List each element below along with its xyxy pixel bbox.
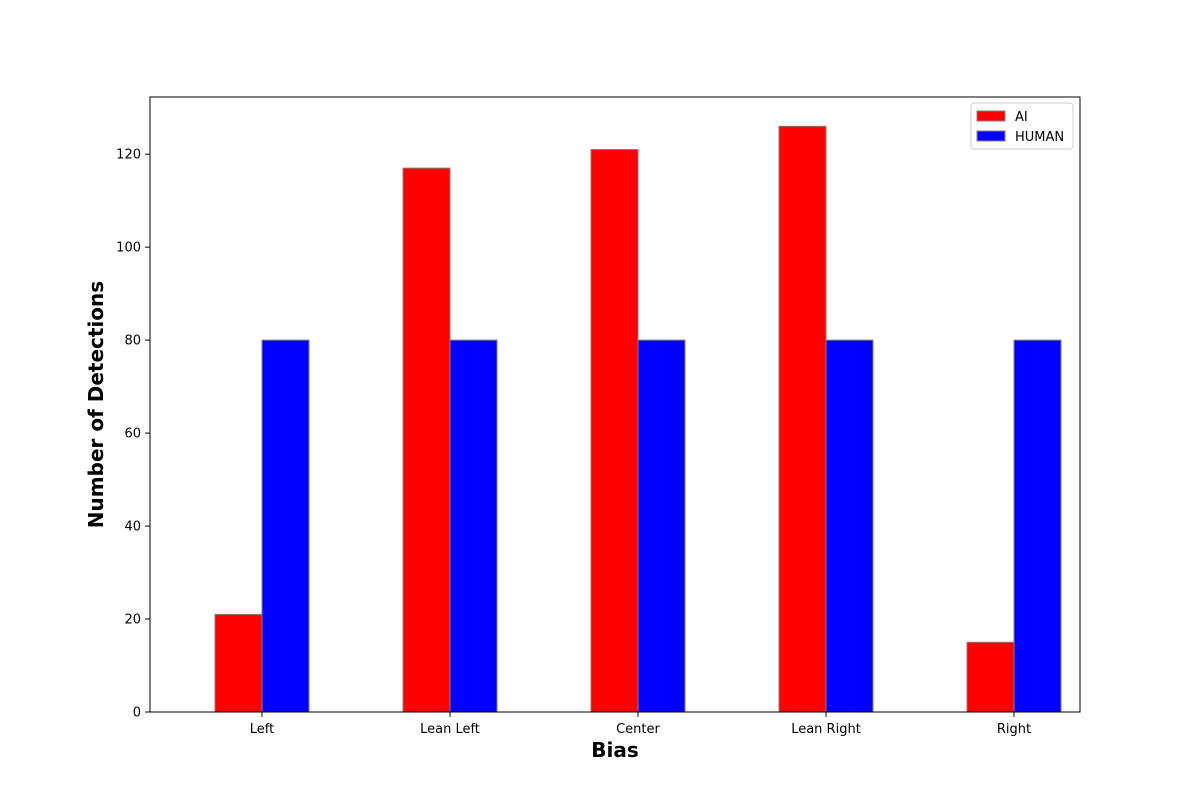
x-tick-label: Center	[616, 722, 660, 737]
bar-ai-left	[214, 613, 263, 713]
x-tick-label: Lean Left	[420, 722, 480, 737]
bar-human-lean-left	[449, 339, 498, 713]
legend-swatch-human	[976, 130, 1006, 142]
y-tick-label: 40	[124, 520, 141, 535]
legend: AI HUMAN	[970, 102, 1074, 150]
x-axis: Left Lean Left Center Lean Right Right	[250, 712, 1031, 737]
x-tick-label: Lean Right	[791, 722, 861, 737]
y-tick-label: 80	[124, 334, 141, 349]
y-axis-title: Number of Detections	[84, 281, 108, 528]
plot-area-frame	[149, 96, 1081, 713]
bar-human-lean-right	[825, 339, 874, 713]
bar-ai-lean-right	[778, 125, 827, 713]
bar-human-right	[1013, 339, 1062, 713]
legend-swatch-ai	[976, 110, 1006, 122]
y-tick-label: 120	[116, 148, 141, 163]
bar-ai-center	[590, 149, 639, 713]
y-tick-label: 60	[124, 427, 141, 442]
y-tick-label: 20	[124, 613, 141, 628]
y-axis: 0 20 40 60 80 100 120	[116, 148, 150, 721]
bar-human-center	[637, 339, 686, 713]
legend-label-human: HUMAN	[1015, 130, 1064, 145]
x-axis-title: Bias	[591, 738, 639, 762]
y-tick-label: 100	[116, 241, 141, 256]
bar-ai-right	[966, 641, 1015, 713]
x-tick-label: Left	[250, 722, 274, 737]
y-tick-label: 0	[133, 706, 141, 721]
x-tick-label: Right	[997, 722, 1031, 737]
legend-label-ai: AI	[1015, 110, 1028, 125]
bar-human-left	[261, 339, 310, 713]
bars-layer	[214, 125, 1062, 713]
bar-ai-lean-left	[402, 167, 451, 713]
